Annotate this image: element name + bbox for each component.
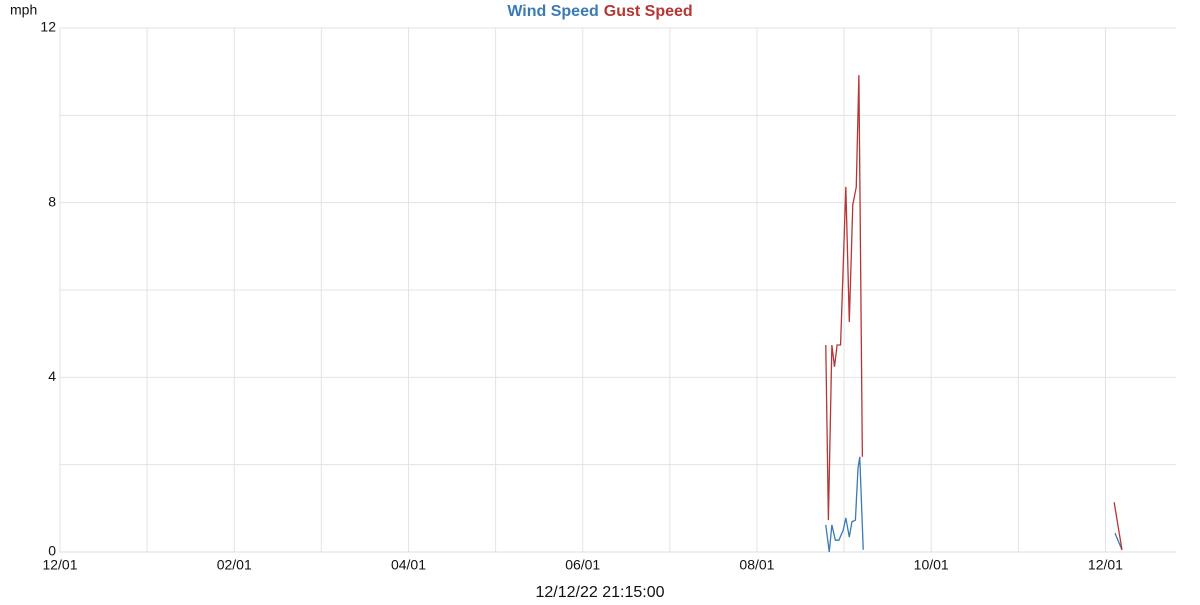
x-tick-label: 10/01: [914, 557, 949, 573]
legend-entry: Gust Speed: [604, 3, 693, 20]
x-tick-label: 12/01: [42, 557, 77, 573]
x-tick-label: 08/01: [739, 557, 774, 573]
x-tick-label: 02/01: [217, 557, 252, 573]
x-tick-label: 12/01: [1088, 557, 1123, 573]
y-tick-label: 0: [48, 543, 56, 559]
y-tick-label: 8: [48, 193, 56, 209]
y-axis-label: mph: [10, 2, 37, 18]
legend-entry: Wind Speed: [507, 3, 598, 20]
legend: Wind Speed Gust Speed: [507, 3, 692, 20]
y-tick-label: 4: [48, 368, 56, 384]
x-tick-label: 06/01: [565, 557, 600, 573]
x-tick-label: 04/01: [391, 557, 426, 573]
y-tick-label: 12: [40, 19, 56, 35]
series-line: [825, 456, 1123, 553]
x-axis-label: 12/12/22 21:15:00: [535, 584, 664, 600]
series-line: [825, 75, 1123, 550]
